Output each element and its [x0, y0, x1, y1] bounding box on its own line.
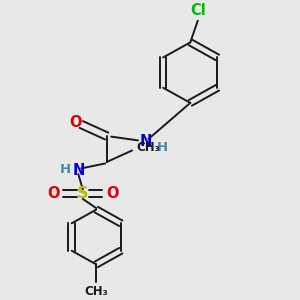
Text: CH₃: CH₃ [136, 141, 160, 154]
Text: O: O [47, 186, 60, 201]
Text: O: O [69, 115, 82, 130]
Text: H: H [59, 163, 70, 176]
Text: O: O [106, 186, 118, 201]
Text: H: H [156, 141, 167, 154]
Text: Cl: Cl [190, 3, 206, 18]
Text: N: N [73, 163, 85, 178]
Text: S: S [77, 186, 88, 201]
Text: CH₃: CH₃ [84, 285, 108, 298]
Text: N: N [139, 134, 152, 149]
